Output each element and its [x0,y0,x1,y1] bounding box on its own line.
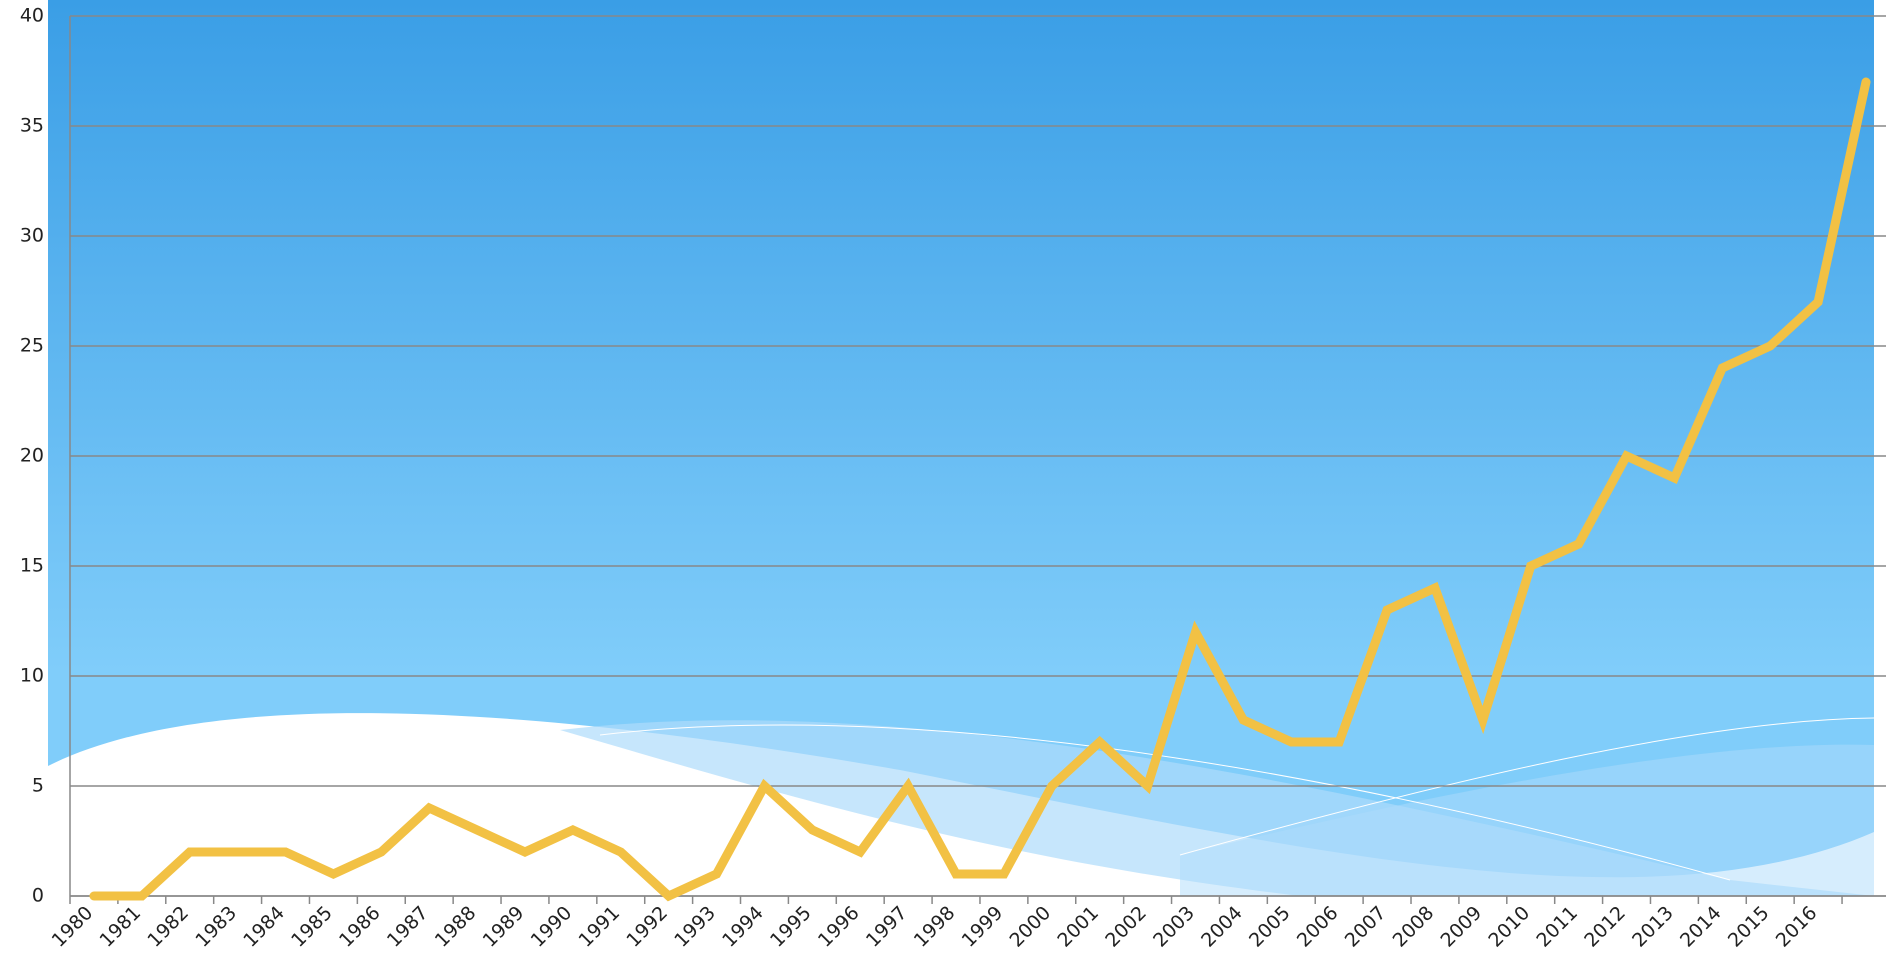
x-tick-label: 1986 [335,902,385,952]
x-tick-label: 2014 [1676,902,1726,952]
x-tick-label: 2011 [1532,902,1582,952]
x-tick-label: 2000 [1005,902,1055,952]
x-tick-label: 2006 [1293,902,1343,952]
y-tick-label: 40 [20,5,44,27]
x-tick-label: 1992 [622,902,672,952]
x-tick-label: 1987 [383,902,433,952]
x-tick-label: 1998 [910,902,960,952]
y-tick-label: 5 [32,775,44,797]
x-tick-label: 2013 [1628,902,1678,952]
x-tick-label: 2008 [1389,902,1439,952]
x-tick-label: 2005 [1245,902,1295,952]
y-tick-label: 35 [20,115,44,137]
x-tick-label: 1985 [287,902,337,952]
x-tick-label: 2001 [1053,902,1103,952]
x-tick-label: 1993 [670,902,720,952]
x-tick-label: 1997 [862,902,912,952]
x-tick-label: 2009 [1437,902,1487,952]
x-tick-label: 1980 [48,902,98,952]
x-tick-label: 2016 [1772,902,1822,952]
x-tick-label: 1982 [143,902,193,952]
x-tick-label: 1995 [766,902,816,952]
x-tick-label: 1988 [431,902,481,952]
x-tick-label: 1996 [814,902,864,952]
y-tick-label: 10 [20,665,44,687]
x-tick-label: 1999 [958,902,1008,952]
x-tick-label: 1981 [96,902,146,952]
y-tick-label: 25 [20,335,44,357]
y-tick-label: 15 [20,555,44,577]
x-tick-label: 2007 [1341,902,1391,952]
x-tick-label: 2003 [1149,902,1199,952]
x-tick-label: 1990 [527,902,577,952]
x-tick-label: 2015 [1724,902,1774,952]
x-tick-label: 2012 [1580,902,1630,952]
y-tick-label: 0 [32,885,44,907]
chart: 0 5 10 15 20 25 30 35 40 198019811982198319841985… [0,0,1886,973]
y-tick-label: 20 [20,445,44,467]
x-tick-label: 1984 [239,902,289,952]
x-tick-label: 1991 [574,902,624,952]
y-tick-label: 30 [20,225,44,247]
x-tick-label: 2010 [1484,902,1534,952]
x-tick-label: 1983 [191,902,241,952]
x-tick-label: 1994 [718,902,768,952]
x-tick-label: 2004 [1197,902,1247,952]
x-tick-label: 2002 [1101,902,1151,952]
x-tick-label: 1989 [479,902,529,952]
